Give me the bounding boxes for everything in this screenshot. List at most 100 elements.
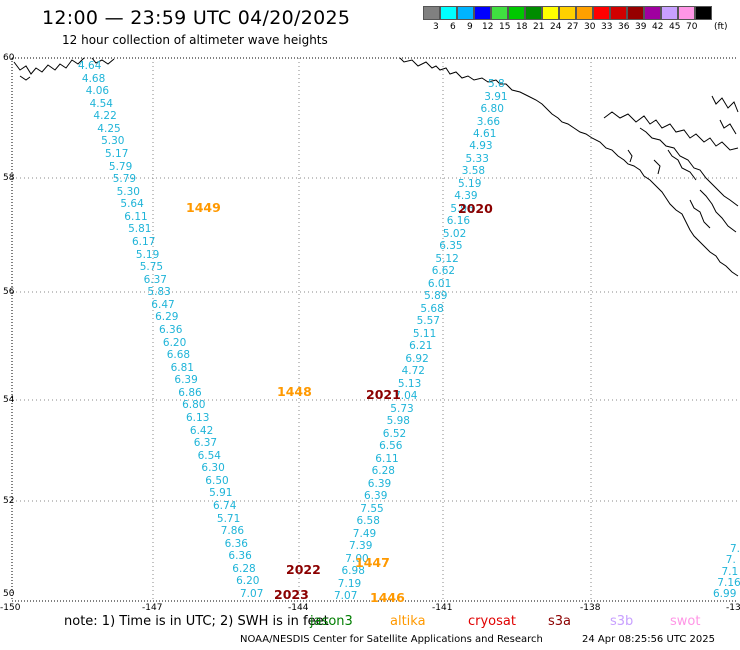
agency-credit: NOAA/NESDIS Center for Satellite Applica… [240, 634, 543, 645]
scale-swatch [508, 6, 525, 20]
wave-height-value: 3.66 [476, 115, 501, 128]
wave-height-value: 6.39 [364, 490, 388, 503]
scale-swatch [593, 6, 610, 20]
scale-swatch [542, 6, 559, 20]
wave-height-value: 7.07 [334, 590, 358, 602]
coastline-kenai [13, 57, 115, 81]
pass-label-2021: 2021 [366, 387, 401, 402]
wave-height-value: 5.73 [390, 402, 414, 415]
scale-swatch [661, 6, 678, 20]
wave-height-value: 6.47 [151, 298, 175, 311]
scale-swatch [576, 6, 593, 20]
wave-height-value: 5.30 [116, 185, 140, 198]
pass-label-1446: 1446 [370, 590, 405, 605]
generated-timestamp: 24 Apr 08:25:56 UTC 2025 [582, 634, 715, 645]
wave-height-value: 6.62 [431, 265, 456, 278]
scale-swatch [423, 6, 440, 20]
wave-height-value: 5.68 [420, 302, 444, 315]
scale-swatch [491, 6, 508, 20]
wave-height-value: 6.28 [232, 562, 256, 575]
scale-swatch [474, 6, 491, 20]
wave-height-value: 5.79 [108, 160, 133, 173]
wave-height-value: 6.28 [371, 465, 395, 478]
wave-height-value: 4.64 [78, 60, 102, 72]
wave-height-value: 5.19 [458, 177, 482, 190]
wave-height-value: 6.42 [189, 424, 214, 437]
wave-height-value: 6.39 [367, 477, 392, 490]
scale-label: 70 [686, 22, 698, 32]
scale-swatch [440, 6, 457, 20]
wave-height-value: 5.19 [135, 248, 160, 261]
wave-height-value: 6.29 [155, 311, 179, 324]
wave-height-value: 3.91 [484, 90, 508, 103]
wave-height-value: 5.64 [120, 198, 144, 211]
wave-height-value: 5.83 [147, 286, 171, 299]
wave-height-value: 6.16 [446, 215, 471, 228]
pass-label-2023: 2023 [274, 587, 309, 602]
wave-height-value: 6.11 [124, 210, 148, 223]
wave-height-value: 6.11 [375, 452, 399, 465]
wave-height-value: 6.21 [409, 340, 433, 353]
scale-label: 27 [567, 22, 579, 32]
sat-label-altika: altika [390, 614, 426, 629]
map-subtitle: 12 hour collection of altimeter wave hei… [62, 33, 328, 47]
wave-height-value: 5.17 [105, 148, 129, 160]
scale-swatch [457, 6, 474, 20]
scale-swatch [678, 6, 695, 20]
wave-height-value: 6.13 [186, 412, 210, 424]
wave-height-value: 7.49 [352, 527, 377, 540]
wave-height-value: 6.98 [341, 565, 365, 577]
wave-height-value: 4.72 [401, 365, 425, 378]
scale-label: 18 [516, 22, 528, 32]
wave-height-value: 5.8 [488, 78, 505, 90]
wave-height-value: 6.36 [228, 550, 252, 563]
wave-height-value: 7. [725, 554, 736, 567]
pass-label-2020: 2020 [458, 201, 493, 216]
wave-height-value: 6.37 [193, 437, 218, 450]
lat-label-52: 52 [3, 496, 15, 506]
wave-height-value: 5.57 [416, 315, 440, 328]
scale-unit-label: (ft) [714, 22, 728, 32]
wave-height-value: 5.91 [209, 487, 233, 500]
wave-height-value: 4.61 [473, 128, 497, 140]
wave-height-value: 5.75 [139, 261, 164, 274]
scale-label: 21 [533, 22, 545, 32]
wave-height-value: 5.12 [435, 252, 459, 265]
lat-label-50: 50 [3, 589, 15, 599]
wave-height-value: 6.50 [205, 474, 229, 487]
wave-height-value: 7.19 [337, 577, 362, 590]
pass-label-2022: 2022 [286, 562, 321, 577]
scale-label: 3 [433, 22, 439, 32]
wave-height-value: 5.96 [450, 202, 474, 215]
map-title: 12:00 — 23:59 UTC 04/20/2025 [42, 7, 351, 29]
scale-label: 42 [652, 22, 664, 32]
lon-label-147: -147 [142, 603, 163, 613]
wave-height-value: 6.92 [405, 352, 429, 365]
wave-height-value: 7.04 [394, 390, 418, 403]
sat-label-s3b: s3b [610, 614, 634, 629]
wave-height-value: 7. [730, 543, 740, 555]
lat-label-58: 58 [3, 173, 15, 183]
wave-height-value: 6.80 [480, 103, 504, 115]
wave-height-value: 7.07 [240, 588, 264, 600]
wave-height-value: 5.30 [101, 135, 125, 148]
wave-height-value: 6.80 [182, 399, 206, 412]
wave-height-value: 6.39 [174, 374, 198, 387]
wave-height-value: 6.99 [713, 588, 737, 600]
lat-label-60: 60 [3, 53, 15, 63]
wave-height-value: 6.01 [427, 277, 452, 290]
wave-height-value: 6.20 [162, 336, 187, 349]
scale-swatch [627, 6, 644, 20]
wave-height-value: 6.74 [213, 500, 237, 512]
wave-height-value: 6.86 [178, 386, 202, 399]
wave-height-value: 6.81 [170, 361, 194, 374]
wave-height-value: 6.58 [356, 515, 380, 528]
wave-height-value: 6.56 [379, 440, 403, 453]
wave-height-value: 5.33 [465, 152, 489, 165]
coastline-southeast-alaska [399, 57, 739, 277]
pass-label-1448: 1448 [277, 384, 312, 399]
wave-height-value: 5.02 [442, 227, 467, 240]
wave-height-value: 4.68 [81, 72, 106, 85]
